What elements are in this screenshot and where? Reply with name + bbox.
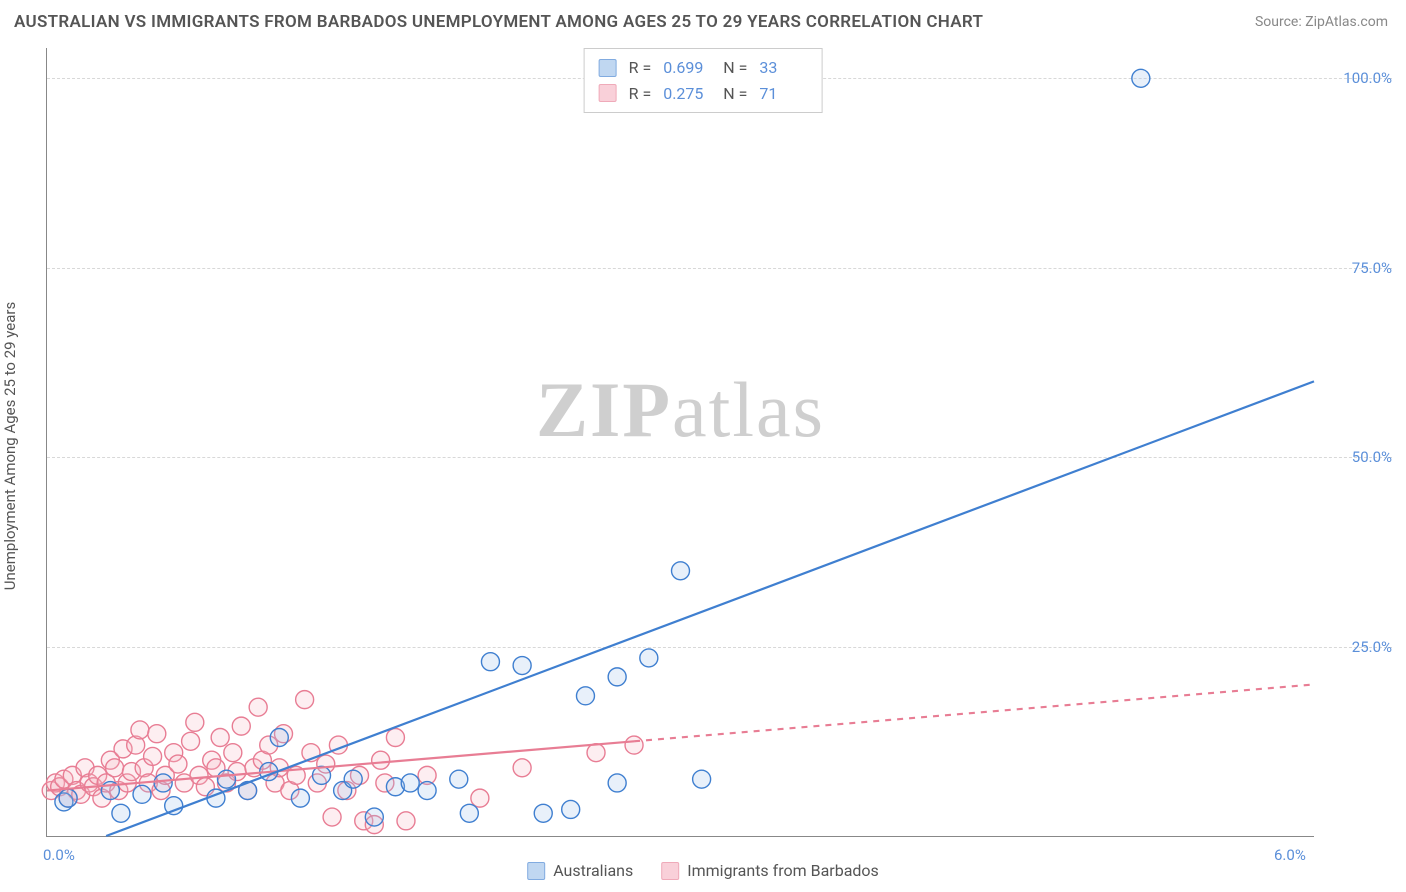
chart-container: AUSTRALIAN VS IMMIGRANTS FROM BARBADOS U… — [0, 0, 1406, 892]
data-point — [397, 812, 415, 830]
data-point — [59, 789, 77, 807]
y-tick-label: 75.0% — [1322, 259, 1392, 277]
data-point — [344, 770, 362, 788]
data-point — [513, 657, 531, 675]
data-point — [672, 562, 690, 580]
data-point — [418, 782, 436, 800]
legend-item-barbados: Immigrants from Barbados — [661, 861, 879, 880]
r-label: R = — [629, 55, 652, 81]
data-point — [608, 774, 626, 792]
data-point — [211, 729, 229, 747]
data-point — [131, 721, 149, 739]
data-point — [1132, 69, 1150, 87]
data-point — [576, 687, 594, 705]
data-point — [169, 755, 187, 773]
plot-area: ZIPatlas 25.0%50.0%75.0%100.0%0.0%6.0% — [46, 48, 1314, 837]
data-point — [513, 759, 531, 777]
data-point — [365, 808, 383, 826]
data-point — [182, 732, 200, 750]
r-label: R = — [629, 81, 652, 107]
data-point — [562, 800, 580, 818]
data-point — [450, 770, 468, 788]
n-value-australians: 33 — [759, 55, 807, 81]
legend-row-barbados: R = 0.275 N = 71 — [599, 81, 808, 107]
data-point — [154, 774, 172, 792]
data-point — [224, 744, 242, 762]
y-tick-label: 100.0% — [1322, 69, 1392, 87]
data-point — [587, 744, 605, 762]
swatch-australians — [599, 59, 617, 77]
legend-row-australians: R = 0.699 N = 33 — [599, 55, 808, 81]
source-attribution: Source: ZipAtlas.com — [1255, 14, 1388, 30]
trendline — [106, 381, 1314, 836]
data-point — [186, 713, 204, 731]
data-point — [148, 725, 166, 743]
data-point — [534, 804, 552, 822]
data-point — [471, 789, 489, 807]
trendline — [634, 684, 1314, 741]
r-value-australians: 0.699 — [663, 55, 711, 81]
x-tick-label: 6.0% — [1274, 846, 1306, 864]
data-point — [106, 759, 124, 777]
x-tick-label: 0.0% — [43, 846, 75, 864]
data-point — [249, 698, 267, 716]
legend-label-barbados: Immigrants from Barbados — [687, 861, 879, 880]
data-point — [217, 770, 235, 788]
data-point — [133, 785, 151, 803]
correlation-legend: R = 0.699 N = 33 R = 0.275 N = 71 — [584, 48, 823, 113]
data-point — [386, 729, 404, 747]
data-point — [112, 804, 130, 822]
data-point — [296, 691, 314, 709]
chart-title: AUSTRALIAN VS IMMIGRANTS FROM BARBADOS U… — [14, 12, 983, 32]
data-point — [608, 668, 626, 686]
y-tick-label: 50.0% — [1322, 448, 1392, 466]
n-value-barbados: 71 — [759, 81, 807, 107]
data-point — [693, 770, 711, 788]
legend-item-australians: Australians — [527, 861, 633, 880]
legend-label-australians: Australians — [553, 861, 633, 880]
data-point — [232, 717, 250, 735]
data-point — [625, 736, 643, 754]
n-label: N = — [723, 81, 747, 107]
data-point — [323, 808, 341, 826]
data-point — [372, 751, 390, 769]
scatter-svg — [47, 48, 1314, 836]
swatch-barbados — [599, 84, 617, 102]
series-legend: Australians Immigrants from Barbados — [527, 861, 879, 880]
y-axis-label: Unemployment Among Ages 25 to 29 years — [1, 302, 19, 590]
data-point — [401, 774, 419, 792]
y-tick-label: 25.0% — [1322, 638, 1392, 656]
data-point — [270, 729, 288, 747]
n-label: N = — [723, 55, 747, 81]
data-point — [460, 804, 478, 822]
swatch-australians — [527, 862, 545, 880]
r-value-barbados: 0.275 — [663, 81, 711, 107]
data-point — [481, 653, 499, 671]
data-point — [291, 789, 309, 807]
data-point — [640, 649, 658, 667]
data-point — [144, 747, 162, 765]
swatch-barbados — [661, 862, 679, 880]
